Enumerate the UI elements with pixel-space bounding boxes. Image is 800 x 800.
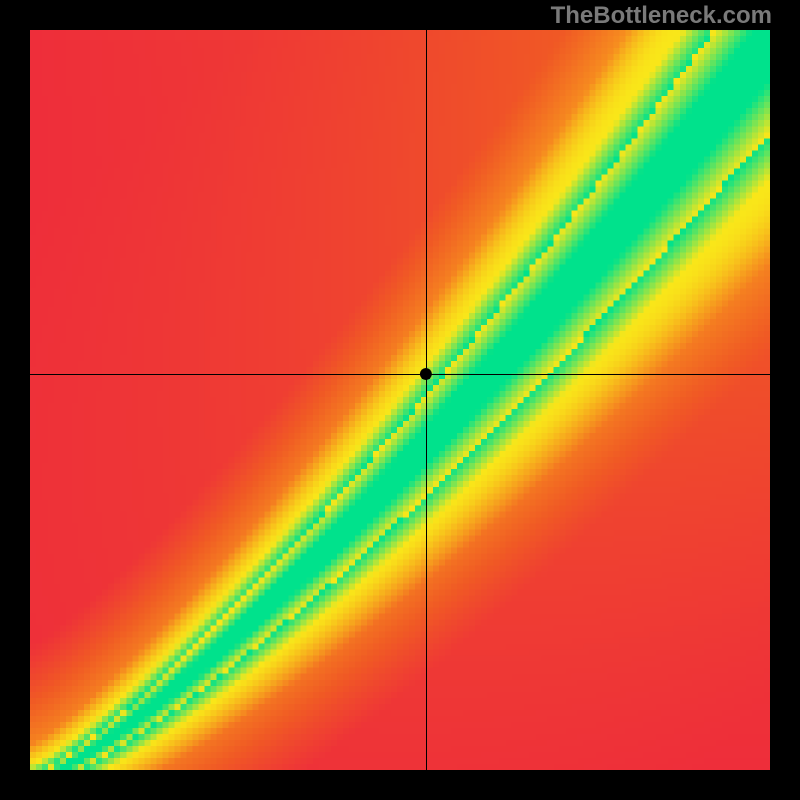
chart-container: { "watermark": { "text": "TheBottleneck.… [0,0,800,800]
watermark-text: TheBottleneck.com [551,2,772,30]
crosshair-overlay [30,30,770,770]
